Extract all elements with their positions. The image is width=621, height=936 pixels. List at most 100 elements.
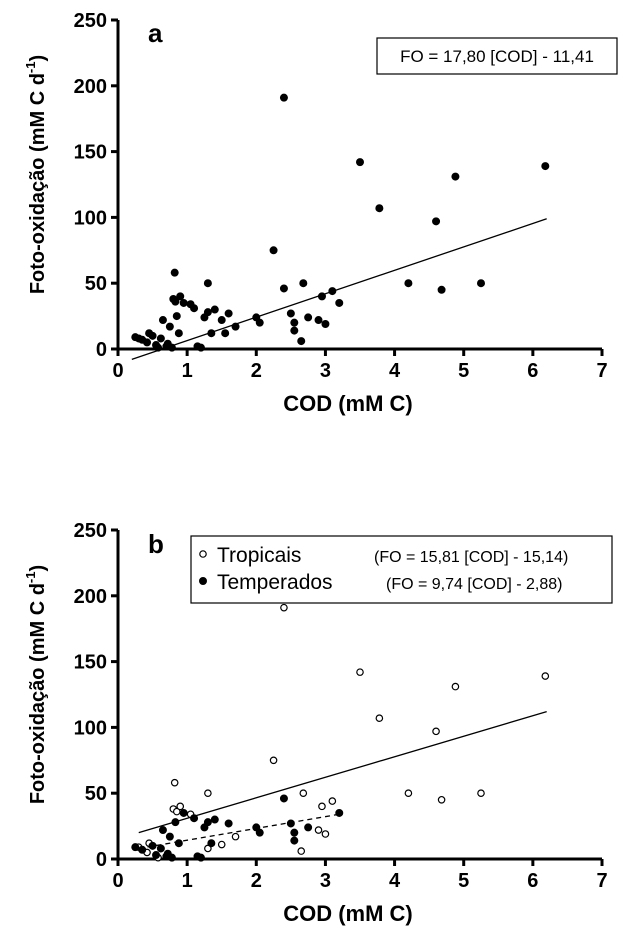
panel-a-point-filled bbox=[317, 292, 326, 301]
panel-a-y-tick-label: 0 bbox=[96, 339, 107, 361]
panel-a-point-filled bbox=[355, 158, 364, 167]
panel-b-point-open bbox=[217, 840, 226, 849]
panel-b-y-axis-title: Foto-oxidação (mM C d-1) bbox=[23, 565, 49, 804]
panel-b-x-tick-label: 1 bbox=[182, 870, 193, 892]
panel-b-point-filled bbox=[207, 839, 216, 848]
panel-b-point-filled bbox=[148, 841, 157, 850]
panel-b-y-tick-label: 0 bbox=[96, 849, 107, 871]
panel-b-point-filled bbox=[290, 836, 299, 845]
panel-a-point-filled bbox=[196, 343, 205, 352]
panel-b-point-open bbox=[204, 844, 212, 853]
panel-b-x-tick-label: 6 bbox=[527, 870, 538, 892]
panel-b-point-open bbox=[541, 672, 550, 680]
panel-b-point-filled bbox=[224, 819, 233, 828]
panel-b-point-open bbox=[356, 668, 364, 676]
panel-a-point-filled bbox=[165, 322, 174, 331]
panel-a-point-filled bbox=[203, 308, 212, 317]
panel-b-point-filled bbox=[152, 851, 161, 860]
panel-a-point-filled bbox=[179, 298, 188, 307]
panel-b-point-filled bbox=[255, 828, 264, 837]
panel-a-point-filled bbox=[255, 318, 264, 327]
panel-b-point-filled bbox=[279, 794, 288, 803]
panel-a-point-filled bbox=[297, 337, 306, 346]
panel-b-legend-name: Tropicais bbox=[217, 544, 301, 567]
panel-b-point-open bbox=[231, 832, 240, 841]
panel-a-point-filled bbox=[176, 292, 185, 301]
panel-a-point-filled bbox=[476, 279, 485, 288]
panel-b-point-filled bbox=[167, 853, 176, 862]
panel-a-point-filled bbox=[231, 322, 240, 331]
panel-a-x-tick-label: 7 bbox=[596, 360, 607, 382]
panel-a-equation-box bbox=[376, 37, 618, 75]
panel-b-x-tick-label: 0 bbox=[112, 870, 123, 892]
panel-b-x-tick-label: 3 bbox=[320, 870, 331, 892]
panel-b-x-tick-label: 5 bbox=[458, 870, 469, 892]
panel-b-legend-equation: (FO = 9,74 [COD] - 2,88) bbox=[386, 576, 563, 593]
panel-a-x-tick-label: 6 bbox=[527, 360, 538, 382]
panel-a-point-filled bbox=[210, 305, 219, 314]
panel-a-point-filled bbox=[167, 343, 176, 352]
panel-b-point-open bbox=[328, 797, 337, 805]
panel-a-point-filled bbox=[432, 217, 441, 226]
panel-a-letter: a bbox=[148, 18, 163, 48]
panel-b-point-filled bbox=[174, 839, 183, 848]
panel-b-y-tick-label: 200 bbox=[74, 586, 107, 608]
panel-a-y-tick-label: 50 bbox=[85, 273, 107, 295]
panel-b-point-filled bbox=[156, 844, 165, 853]
panel-b-point-filled bbox=[290, 828, 299, 837]
panel-a-point-filled bbox=[335, 298, 344, 307]
panel-a-point-filled bbox=[172, 312, 181, 321]
panel-b-fit-line-dashed bbox=[138, 813, 340, 850]
panel-a-x-tick-label: 5 bbox=[458, 360, 469, 382]
panel-a-point-filled bbox=[286, 309, 295, 318]
panel-b-point-filled bbox=[138, 845, 147, 854]
panel-b-point-filled bbox=[190, 814, 199, 823]
panel-b-point-open bbox=[176, 802, 185, 811]
panel-b-x-tick-label: 7 bbox=[596, 870, 607, 892]
panel-b-y-tick-label: 100 bbox=[74, 717, 107, 739]
panel-a-y-tick-label: 100 bbox=[74, 207, 107, 229]
panel-b-point-open bbox=[432, 727, 440, 736]
panel-b-point-open bbox=[314, 826, 323, 834]
panel-b-fit-line-solid bbox=[138, 710, 547, 834]
panel-a-equation: FO = 17,80 [COD] - 11,41 bbox=[400, 47, 594, 66]
panel-b-point-open bbox=[375, 714, 384, 722]
panel-a-point-filled bbox=[437, 285, 446, 294]
panel-b-point-open bbox=[299, 789, 308, 798]
panel-a-x-tick-label: 0 bbox=[112, 360, 123, 382]
panel-a-fit-line-solid bbox=[131, 218, 547, 360]
panel-a-point-filled bbox=[148, 331, 157, 340]
panel-b-point-filled bbox=[131, 843, 140, 852]
panel-a-x-tick-label: 3 bbox=[320, 360, 331, 382]
panel-a-point-filled bbox=[269, 246, 278, 255]
panel-b-point-filled bbox=[171, 818, 180, 827]
panel-b-legend bbox=[190, 535, 613, 604]
panel-b-chart: 0 50 100 150 200 250 0 1 2 3 4 5 6 7 COD (mM C) Foto-ox… bbox=[23, 520, 613, 926]
panel-a-point-filled bbox=[321, 319, 330, 328]
panel-a-point-filled bbox=[171, 297, 180, 306]
panel-b-point-open bbox=[437, 795, 446, 804]
panel-a-point-filled bbox=[203, 279, 212, 288]
panel-b-point-filled bbox=[158, 826, 167, 835]
panel-b-point-filled bbox=[304, 823, 313, 832]
panel-a-point-filled bbox=[170, 268, 179, 277]
panel-b-point-open bbox=[321, 830, 330, 838]
panel-b-y-tick-label: 150 bbox=[74, 652, 107, 674]
panel-b-x-axis-title: COD (mM C) bbox=[283, 901, 413, 926]
panel-b-x-tick-label: 2 bbox=[251, 870, 262, 892]
panel-b-y-tick-label: 250 bbox=[74, 520, 107, 542]
panel-b-letter: b bbox=[148, 529, 164, 559]
panel-b-point-open bbox=[404, 789, 413, 798]
panel-b-point-open bbox=[204, 789, 212, 798]
panel-a-point-filled bbox=[541, 162, 550, 171]
panel-b-point-filled bbox=[165, 832, 174, 841]
panel-a-point-filled bbox=[304, 313, 313, 322]
panel-a-y-axis-title: Foto-oxidação (mM C d-1) bbox=[23, 55, 49, 294]
panel-a-point-filled bbox=[279, 284, 288, 293]
panel-b-point-filled bbox=[286, 819, 295, 828]
panel-a-point-filled bbox=[224, 309, 233, 318]
panel-b-legend-name: Temperados bbox=[217, 571, 333, 594]
panel-a-point-filled bbox=[299, 279, 308, 288]
panel-a-point-filled bbox=[328, 287, 337, 296]
